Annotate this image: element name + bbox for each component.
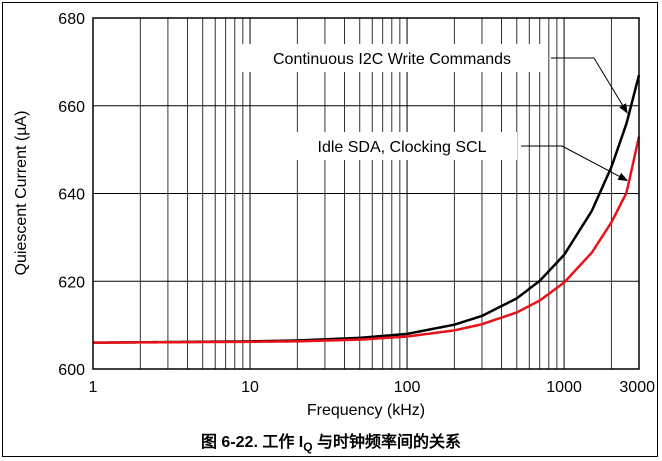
y-tick-label: 660 bbox=[58, 99, 85, 116]
x-axis-label: Frequency (kHz) bbox=[307, 402, 425, 419]
caption-prefix: 图 6-22. 工作 I bbox=[200, 434, 304, 451]
figure-caption: 图 6-22. 工作 IQ 与时钟频率间的关系 bbox=[0, 428, 662, 454]
y-tick-label: 640 bbox=[58, 187, 85, 204]
y-axis-label: Quiescent Current (µA) bbox=[13, 111, 30, 276]
series-layer bbox=[92, 74, 641, 344]
series-labels: Continuous I2C Write Commands Idle SDA, C… bbox=[237, 44, 629, 182]
y-tick-label: 620 bbox=[58, 274, 85, 291]
leader-arrow bbox=[593, 57, 628, 114]
x-tick-label: 1 bbox=[89, 379, 98, 396]
grid-lines bbox=[93, 18, 639, 369]
series-label: Idle SDA, Clocking SCL bbox=[318, 139, 487, 156]
leader-arrow bbox=[561, 145, 629, 182]
series-label: Continuous I2C Write Commands bbox=[273, 51, 511, 68]
caption-subscript: Q bbox=[303, 440, 313, 455]
figure-frame bbox=[2, 2, 658, 457]
x-tick-label: 100 bbox=[394, 379, 421, 396]
series-line bbox=[92, 136, 641, 344]
line-chart: 600 620 640 660 680 1 10 100 1000 3000 Continuou… bbox=[13, 11, 656, 419]
plot-area-border bbox=[92, 17, 640, 370]
series-label-background bbox=[237, 44, 547, 72]
y-tick-labels: 600 620 640 660 680 bbox=[58, 11, 85, 379]
x-tick-labels: 1 10 100 1000 3000 bbox=[89, 379, 656, 396]
x-tick-label: 1000 bbox=[546, 379, 582, 396]
series-label-background bbox=[287, 132, 517, 160]
x-tick-label: 3000 bbox=[619, 379, 655, 396]
x-tick-label: 10 bbox=[241, 379, 259, 396]
caption-suffix: 与时钟频率间的关系 bbox=[312, 434, 462, 451]
y-tick-label: 680 bbox=[58, 11, 85, 28]
y-tick-label: 600 bbox=[58, 362, 85, 379]
